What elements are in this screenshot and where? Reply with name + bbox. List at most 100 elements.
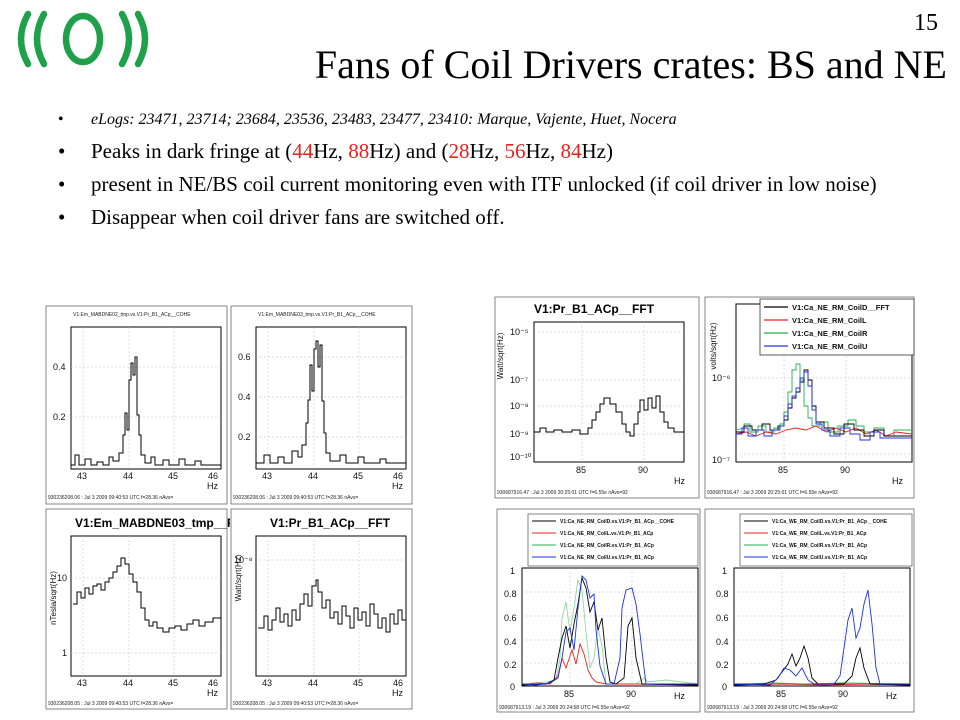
plot-panel: V1:Em_MABDNE03_tmp__FFT nTesla/sqrt(Hz) … bbox=[45, 508, 250, 710]
series-line bbox=[521, 576, 699, 686]
x-tick-label: 85 bbox=[778, 465, 788, 475]
plot-panel: volts/sqrt(Hz) 10⁻⁶ 10⁻⁷ 85 90 Hz 930687… bbox=[704, 296, 915, 499]
y-tick-label: 0.2 bbox=[53, 412, 66, 422]
bullet-item: • eLogs: 23471, 23714; 23684, 23536, 2348… bbox=[58, 108, 938, 132]
plot-panel: V1:Em_MABDNE02_tmp.vs.V1:Pr_B1_ACp__COHE… bbox=[45, 305, 228, 505]
legend-label: V1:Ca_NE_RM_CoilR.vs.V1:Pr_B1_ACp bbox=[560, 543, 654, 549]
y-tick-label: 0.6 bbox=[504, 613, 517, 623]
y-tick-label: 1 bbox=[722, 566, 727, 576]
y-tick-label: 0.4 bbox=[504, 637, 517, 647]
fft-plot: V1:Pr_B1_ACp__FFT Watt/sqrt(Hz) 10⁻⁵ 10⁻… bbox=[494, 296, 700, 499]
plot-title: V1:Pr_B1_ACp__FFT bbox=[534, 302, 655, 316]
plot-footer: 930236208.05 : Jul 3 2009 09:40:53 UTC f… bbox=[48, 701, 173, 707]
x-tick-label: 90 bbox=[840, 465, 850, 475]
legend-label: V1:Ca_WE_RM_CoilU.vs.V1:Pr_B1_ACp bbox=[772, 555, 867, 561]
bullet-dot-icon: • bbox=[58, 172, 66, 196]
series-line bbox=[735, 363, 912, 437]
bullet-dot-icon: • bbox=[58, 205, 66, 229]
plot-footer: 930236208.05 : Jul 3 2009 09:40:53 UTC f… bbox=[233, 701, 358, 707]
bullet-dot-icon: • bbox=[58, 111, 64, 128]
plot-small-title: V1:Em_MABDNE03_tmp.vs.V1:Pr_B1_ACp__COHE bbox=[258, 312, 376, 318]
plot-small-title: V1:Em_MABDNE02_tmp.vs.V1:Pr_B1_ACp__COHE bbox=[73, 312, 191, 318]
page-number: 15 bbox=[914, 10, 938, 36]
x-tick-label: 90 bbox=[638, 465, 648, 475]
x-tick-label: 45 bbox=[168, 678, 178, 688]
series-line bbox=[73, 557, 221, 633]
x-tick-label: 46 bbox=[393, 678, 403, 688]
legend-label: V1:Ca_NE_RM_CoilD.vs.V1:Pr_B1_ACp__COHE bbox=[560, 519, 675, 525]
x-tick-label: 46 bbox=[208, 678, 218, 688]
x-unit-label: Hz bbox=[674, 691, 685, 701]
x-tick-label: 46 bbox=[208, 471, 218, 481]
fft-plot: V1:Em_MABDNE03_tmp__FFT nTesla/sqrt(Hz) … bbox=[45, 508, 250, 710]
y-axis-label: Watt/sqrt(Hz) bbox=[234, 554, 243, 601]
plot-panel: 1 0.8 0.6 0.4 0.2 0 85 90 Hz 930687913.1… bbox=[496, 508, 701, 713]
x-tick-label: 44 bbox=[123, 678, 133, 688]
x-unit-label: Hz bbox=[392, 688, 403, 698]
series-line bbox=[256, 340, 406, 464]
x-tick-label: 44 bbox=[308, 678, 318, 688]
x-unit-label: Hz bbox=[207, 481, 218, 491]
y-tick-label: 0.2 bbox=[504, 660, 517, 670]
y-tick-label: 0.6 bbox=[238, 352, 251, 362]
bullet-item: • Peaks in dark fringe at (44Hz, 88Hz) an… bbox=[58, 139, 938, 164]
bullet-text: eLogs: 23471, 23714; 23684, 23536, 23483… bbox=[91, 111, 677, 128]
y-tick-label: 0 bbox=[510, 682, 515, 692]
y-tick-label: 10⁻⁷ bbox=[510, 375, 528, 385]
y-tick-label: 0.8 bbox=[716, 589, 729, 599]
y-tick-label: 1 bbox=[62, 648, 67, 658]
legend-label: V1:Ca_WE_RM_CoilR.vs.V1:Pr_B1_ACp bbox=[772, 543, 867, 549]
x-tick-label: 44 bbox=[308, 471, 318, 481]
bullet-item: • Disappear when coil driver fans are swi… bbox=[58, 205, 938, 230]
x-unit-label: Hz bbox=[392, 481, 403, 491]
x-unit-label: Hz bbox=[674, 476, 685, 486]
fft-plot: V1:Pr_B1_ACp__FFT Watt/sqrt(Hz) 10⁻⁸ 43 … bbox=[230, 508, 413, 710]
plot-panel: V1:Em_MABDNE03_tmp.vs.V1:Pr_B1_ACp__COHE… bbox=[230, 305, 413, 505]
y-tick-label: 0.2 bbox=[238, 432, 251, 442]
plot-footer: 930687916.47 : Jul 3 2009 20:25:01 UTC f… bbox=[707, 490, 838, 496]
y-tick-label: 0.2 bbox=[716, 660, 729, 670]
x-tick-label: 90 bbox=[626, 689, 636, 699]
y-tick-label: 0.6 bbox=[716, 613, 729, 623]
logo bbox=[17, 10, 149, 68]
coherence-plot: V1:Em_MABDNE03_tmp.vs.V1:Pr_B1_ACp__COHE… bbox=[230, 305, 413, 505]
legend-label: V1:Ca_NE_RM_CoilU.vs.V1:Pr_B1_ACp bbox=[560, 555, 654, 561]
plot-title: V1:Em_MABDNE03_tmp__FFT bbox=[75, 516, 250, 530]
series-line bbox=[736, 371, 912, 441]
y-tick-label: 10⁻⁹ bbox=[510, 429, 529, 439]
bullet-list: • eLogs: 23471, 23714; 23684, 23536, 2348… bbox=[58, 108, 938, 238]
chart-legend: V1:Ca_WE_RM_CoilD.vs.V1:Pr_B1_ACp__COHE … bbox=[739, 513, 913, 567]
y-tick-label: 10 bbox=[57, 573, 67, 583]
coil-fft-plot: volts/sqrt(Hz) 10⁻⁶ 10⁻⁷ 85 90 Hz 930687… bbox=[704, 296, 915, 499]
x-tick-label: 43 bbox=[77, 678, 87, 688]
bullet-item: • present in NE/BS coil current monitorin… bbox=[58, 172, 938, 197]
y-tick-label: 0 bbox=[722, 682, 727, 692]
y-tick-label: 10⁻¹⁰ bbox=[510, 452, 532, 462]
legend-label: V1:Ca_WE_RM_CoilD.vs.V1:Pr_B1_ACp__COHE bbox=[772, 519, 888, 525]
bullet-text: Disappear when coil driver fans are swit… bbox=[91, 205, 505, 229]
series-line bbox=[71, 356, 221, 466]
series-line bbox=[534, 395, 684, 437]
y-tick-label: 1 bbox=[510, 566, 515, 576]
x-tick-label: 90 bbox=[838, 689, 848, 699]
coherence-plot: 1 0.8 0.6 0.4 0.2 0 85 90 Hz 930687913.1… bbox=[704, 508, 915, 713]
y-tick-label: 0.4 bbox=[716, 637, 729, 647]
x-unit-label: Hz bbox=[207, 688, 218, 698]
y-tick-label: 10⁻⁸ bbox=[234, 555, 253, 565]
chart-legend: V1:Ca_NE_RM_CoilD.vs.V1:Pr_B1_ACp__COHE … bbox=[527, 513, 699, 567]
y-axis-label: Watt/sqrt(Hz) bbox=[496, 332, 505, 379]
plot-panel: V1:Pr_B1_ACp__FFT Watt/sqrt(Hz) 10⁻⁸ 43 … bbox=[230, 508, 413, 710]
plot-footer: 930236208.06 : Jul 3 2009 09:40:53 UTC f… bbox=[48, 495, 173, 501]
x-unit-label: Hz bbox=[892, 476, 903, 486]
x-tick-label: 45 bbox=[168, 471, 178, 481]
y-tick-label: 0.4 bbox=[53, 362, 66, 372]
bullet-text: Peaks in dark fringe at (44Hz, 88Hz) and… bbox=[91, 139, 613, 163]
coherence-plot: 1 0.8 0.6 0.4 0.2 0 85 90 Hz 930687913.1… bbox=[496, 508, 701, 713]
plot-panel: V1:Pr_B1_ACp__FFT Watt/sqrt(Hz) 10⁻⁵ 10⁻… bbox=[494, 296, 700, 499]
plot-panel: 1 0.8 0.6 0.4 0.2 0 85 90 Hz 930687913.1… bbox=[704, 508, 915, 713]
bullet-dot-icon: • bbox=[58, 139, 66, 163]
y-axis-label: nTesla/sqrt(Hz) bbox=[49, 571, 58, 625]
legend-label: V1:Ca_WE_RM_CoilL.vs.V1:Pr_B1_ACp bbox=[772, 531, 866, 537]
y-tick-label: 10⁻⁵ bbox=[510, 327, 529, 337]
series-line bbox=[258, 579, 406, 633]
